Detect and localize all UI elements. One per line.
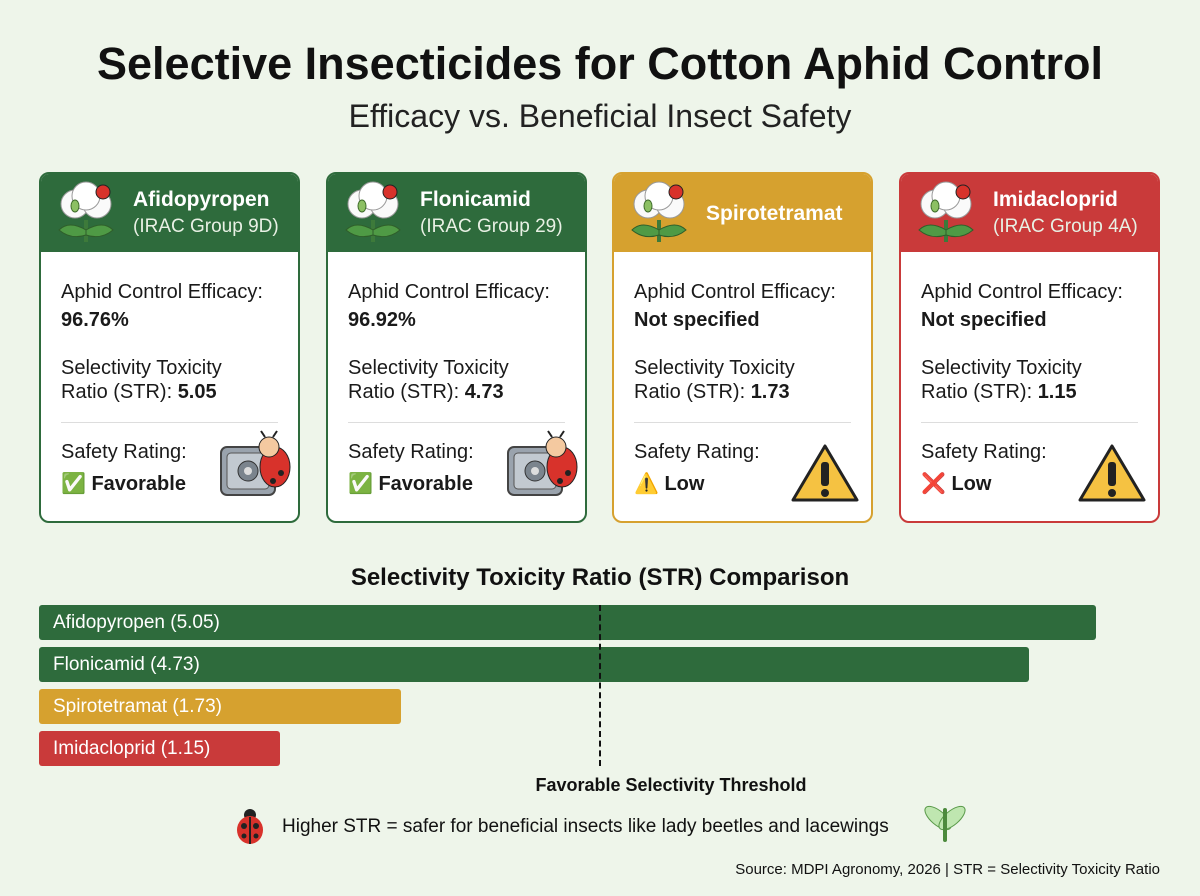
efficacy-value: Not specified <box>634 309 760 331</box>
card-group: (IRAC Group 29) <box>420 216 563 237</box>
str-value: 1.15 <box>1037 381 1077 403</box>
bar: Afidopyropen (5.05) <box>39 605 1096 640</box>
separator <box>634 422 851 423</box>
note: Higher STR = safer for beneficial insect… <box>282 816 889 837</box>
safe-icon <box>504 429 580 506</box>
card-header: Imidacloprid (IRAC Group 4A) <box>901 174 1158 252</box>
title: Selective Insecticides for Cotton Aphid … <box>97 38 1103 89</box>
safe-icon <box>217 429 293 506</box>
str-value: 4.73 <box>464 381 504 403</box>
efficacy-value: Not specified <box>921 309 1047 331</box>
bar-label: Spirotetramat (1.73) <box>53 696 222 717</box>
safety-value: ⚠️ Low <box>634 473 705 495</box>
str-label: Selectivity Toxicity Ratio (STR): <box>348 357 509 403</box>
chart-title: Selectivity Toxicity Ratio (STR) Compari… <box>350 564 850 591</box>
card: Imidacloprid (IRAC Group 4A) Aphid Control… <box>899 172 1160 523</box>
efficacy-value: 96.92% <box>348 309 416 331</box>
separator <box>348 422 565 423</box>
warning-icon <box>790 442 860 509</box>
safety-value: ✅ Favorable <box>61 473 186 495</box>
str-block: Selectivity Toxicity Ratio (STR): 4.73 <box>348 356 548 404</box>
card-header: Spirotetramat <box>614 174 871 252</box>
str-block: Selectivity Toxicity Ratio (STR): 1.15 <box>921 356 1121 404</box>
efficacy-label: Aphid Control Efficacy: <box>348 281 550 303</box>
separator <box>61 422 278 423</box>
card-name: Spirotetramat <box>706 202 843 225</box>
separator <box>921 422 1138 423</box>
card-group: (IRAC Group 9D) <box>133 216 279 237</box>
safety-value: ❌ Low <box>921 473 992 495</box>
bar-label: Afidopyropen (5.05) <box>53 612 220 633</box>
str-block: Selectivity Toxicity Ratio (STR): 1.73 <box>634 356 834 404</box>
str-value: 1.73 <box>750 381 790 403</box>
card-header: Afidopyropen (IRAC Group 9D) <box>41 174 298 252</box>
card-name: Afidopyropen <box>133 188 270 211</box>
str-label: Selectivity Toxicity Ratio (STR): <box>61 357 222 403</box>
threshold-line <box>598 605 601 766</box>
safety-label: Safety Rating: <box>61 441 187 463</box>
safety-label: Safety Rating: <box>348 441 474 463</box>
cotton-icon <box>51 180 121 251</box>
bar-label: Flonicamid (4.73) <box>53 654 200 675</box>
card-header: Flonicamid (IRAC Group 29) <box>328 174 585 252</box>
bar: Imidacloprid (1.15) <box>39 731 280 766</box>
subtitle: Efficacy vs. Beneficial Insect Safety <box>348 98 852 134</box>
str-label: Selectivity Toxicity Ratio (STR): <box>921 357 1082 403</box>
cotton-icon <box>338 180 408 251</box>
safety-value: ✅ Favorable <box>348 473 473 495</box>
card-group: (IRAC Group 4A) <box>993 216 1138 237</box>
card: Spirotetramat Aphid Control Efficacy: Not … <box>612 172 873 523</box>
str-label: Selectivity Toxicity Ratio (STR): <box>634 357 795 403</box>
cotton-icon <box>911 180 981 251</box>
threshold-label: Favorable Selectivity Threshold <box>535 775 807 795</box>
bar: Flonicamid (4.73) <box>39 647 1030 682</box>
str-block: Selectivity Toxicity Ratio (STR): 5.05 <box>61 356 261 404</box>
safety-label: Safety Rating: <box>634 441 760 463</box>
lacewing-icon <box>924 805 966 842</box>
bar: Spirotetramat (1.73) <box>39 689 402 724</box>
str-value: 5.05 <box>177 381 217 403</box>
warning-icon <box>1077 442 1147 509</box>
card: Afidopyropen (IRAC Group 9D) Aphid Control… <box>39 172 300 523</box>
card-name: Imidacloprid <box>993 188 1118 211</box>
card-name: Flonicamid <box>420 188 531 211</box>
efficacy-label: Aphid Control Efficacy: <box>921 281 1123 303</box>
cotton-icon <box>624 180 694 251</box>
card: Flonicamid (IRAC Group 29) Aphid Control E… <box>326 172 587 523</box>
bar-label: Imidacloprid (1.15) <box>53 738 211 759</box>
source: Source: MDPI Agronomy, 2026 | STR = Sele… <box>735 861 1160 878</box>
efficacy-label: Aphid Control Efficacy: <box>61 281 263 303</box>
ladybug-icon <box>237 809 263 844</box>
efficacy-label: Aphid Control Efficacy: <box>634 281 836 303</box>
efficacy-value: 96.76% <box>61 309 129 331</box>
safety-label: Safety Rating: <box>921 441 1047 463</box>
